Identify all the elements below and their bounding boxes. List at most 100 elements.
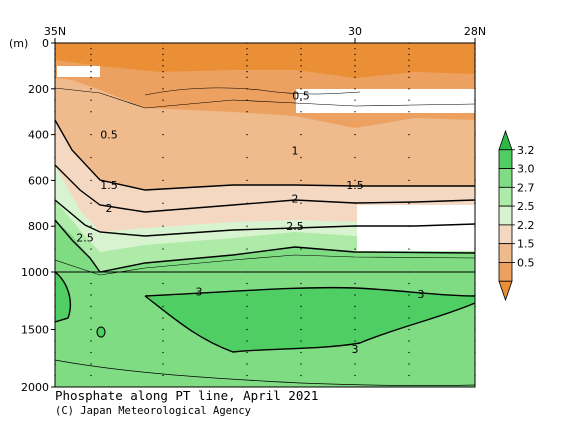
y-tick-label: 400 [28, 129, 49, 142]
contour-line [55, 164, 475, 213]
station-sample-dot [90, 282, 92, 285]
station-sample-dot [162, 71, 164, 73]
station-sample-dot [90, 317, 92, 319]
station-sample-dot [300, 282, 302, 285]
y-axis-unit-label: (m) [9, 37, 28, 50]
station-sample-dot [162, 374, 164, 377]
colorbar-swatch [498, 129, 513, 151]
station-sample-dot [408, 99, 410, 101]
colorbar-label: 2.5 [517, 200, 535, 213]
station-sample-dot [408, 294, 410, 296]
station-sample-dot [246, 76, 248, 78]
station-sample-dot [246, 225, 248, 227]
station-sample-dot [90, 294, 92, 296]
station-sample-dot [90, 374, 92, 377]
y-tick-label: 800 [28, 220, 49, 233]
band-green-3.0-left [55, 272, 71, 322]
station-sample-dot [300, 328, 302, 331]
contour-fill-layer [55, 43, 475, 387]
station-sample-dot [408, 76, 410, 78]
station-sample-dot [408, 111, 410, 113]
contour-label: 1.5 [100, 179, 118, 192]
station-sample-dot [408, 59, 410, 61]
station-sample-dot [246, 271, 248, 273]
station-sample-dot [162, 305, 164, 308]
station-sample-dot [354, 99, 356, 101]
contour-line [96, 326, 106, 338]
station-sample-dot [246, 248, 248, 250]
station-sample-dot [246, 328, 248, 331]
contour-label: 1.5 [346, 179, 364, 192]
station-sample-dot [90, 248, 92, 250]
station-sample-dot [90, 48, 92, 50]
station-sample-dot [162, 363, 164, 365]
station-sample-dot [408, 271, 410, 273]
contour-label: 2 [292, 193, 299, 206]
contour-line [55, 119, 475, 191]
station-sample-dot [408, 65, 410, 67]
station-sample-dot [246, 317, 248, 319]
station-sample-dot [300, 99, 302, 101]
station-sample-dot [246, 59, 248, 61]
station-sample-dot [246, 156, 248, 159]
station-sample-dot [408, 134, 410, 136]
station-sample-dot [408, 48, 410, 50]
station-sample-dot [354, 328, 356, 331]
contour-label: 3 [418, 288, 425, 301]
station-sample-dot [90, 76, 92, 78]
station-sample-dot [90, 305, 92, 308]
station-sample-dot [354, 59, 356, 61]
station-sample-dot [162, 99, 164, 101]
station-sample-dot [162, 179, 164, 181]
contour-label: 1 [292, 145, 299, 158]
station-sample-dot [90, 340, 92, 342]
station-sample-dot [162, 271, 164, 273]
colorbar-label: 2.2 [517, 219, 535, 232]
station-sample-dot [162, 53, 164, 56]
station-sample-dot [354, 225, 356, 227]
colorbar-swatch [498, 243, 513, 263]
station-sample-dot [300, 111, 302, 113]
station-sample-dot [300, 48, 302, 50]
station-sample-dot [90, 156, 92, 159]
station-sample-dot [246, 294, 248, 296]
station-sample-dot [354, 363, 356, 365]
contour-line [144, 87, 361, 96]
station-sample-dot [408, 363, 410, 365]
station-sample-dot [354, 179, 356, 181]
contour-line [55, 199, 475, 237]
station-sample-dot [246, 111, 248, 113]
station-sample-dot [162, 294, 164, 296]
station-sample-dot [300, 340, 302, 342]
station-sample-dot [300, 225, 302, 227]
station-sample-dot [90, 88, 92, 90]
station-sample-dot [90, 111, 92, 113]
station-sample-dot [354, 111, 356, 113]
station-sample-dot [408, 156, 410, 159]
station-sample-dot [354, 374, 356, 377]
station-sample-dot [300, 134, 302, 136]
station-sample-dot [246, 179, 248, 181]
station-sample-dot [354, 202, 356, 204]
station-sample-dot [90, 99, 92, 101]
station-sample-dot [246, 48, 248, 50]
station-sample-dot [300, 88, 302, 90]
station-sample-dot [408, 282, 410, 285]
y-axis: 0 200 400 600 800 1000 1500 2000 [21, 37, 55, 394]
station-sample-dot [408, 351, 410, 354]
colorbar-swatch [498, 186, 513, 207]
station-sample-dot [408, 225, 410, 227]
band-orange-top [55, 43, 475, 78]
station-sample-dot [246, 134, 248, 136]
colorbar-label: 2.7 [517, 181, 535, 194]
contour-label: 2.5 [286, 220, 304, 233]
station-sample-dot [162, 328, 164, 331]
band-green-3.0 [145, 287, 475, 352]
station-sample-dot [246, 340, 248, 342]
station-sample-dot [162, 111, 164, 113]
contour-line [144, 286, 475, 297]
station-sample-dot [408, 71, 410, 73]
station-sample-dot [300, 305, 302, 308]
station-sample-dot [354, 305, 356, 308]
station-sample-dot [246, 305, 248, 308]
